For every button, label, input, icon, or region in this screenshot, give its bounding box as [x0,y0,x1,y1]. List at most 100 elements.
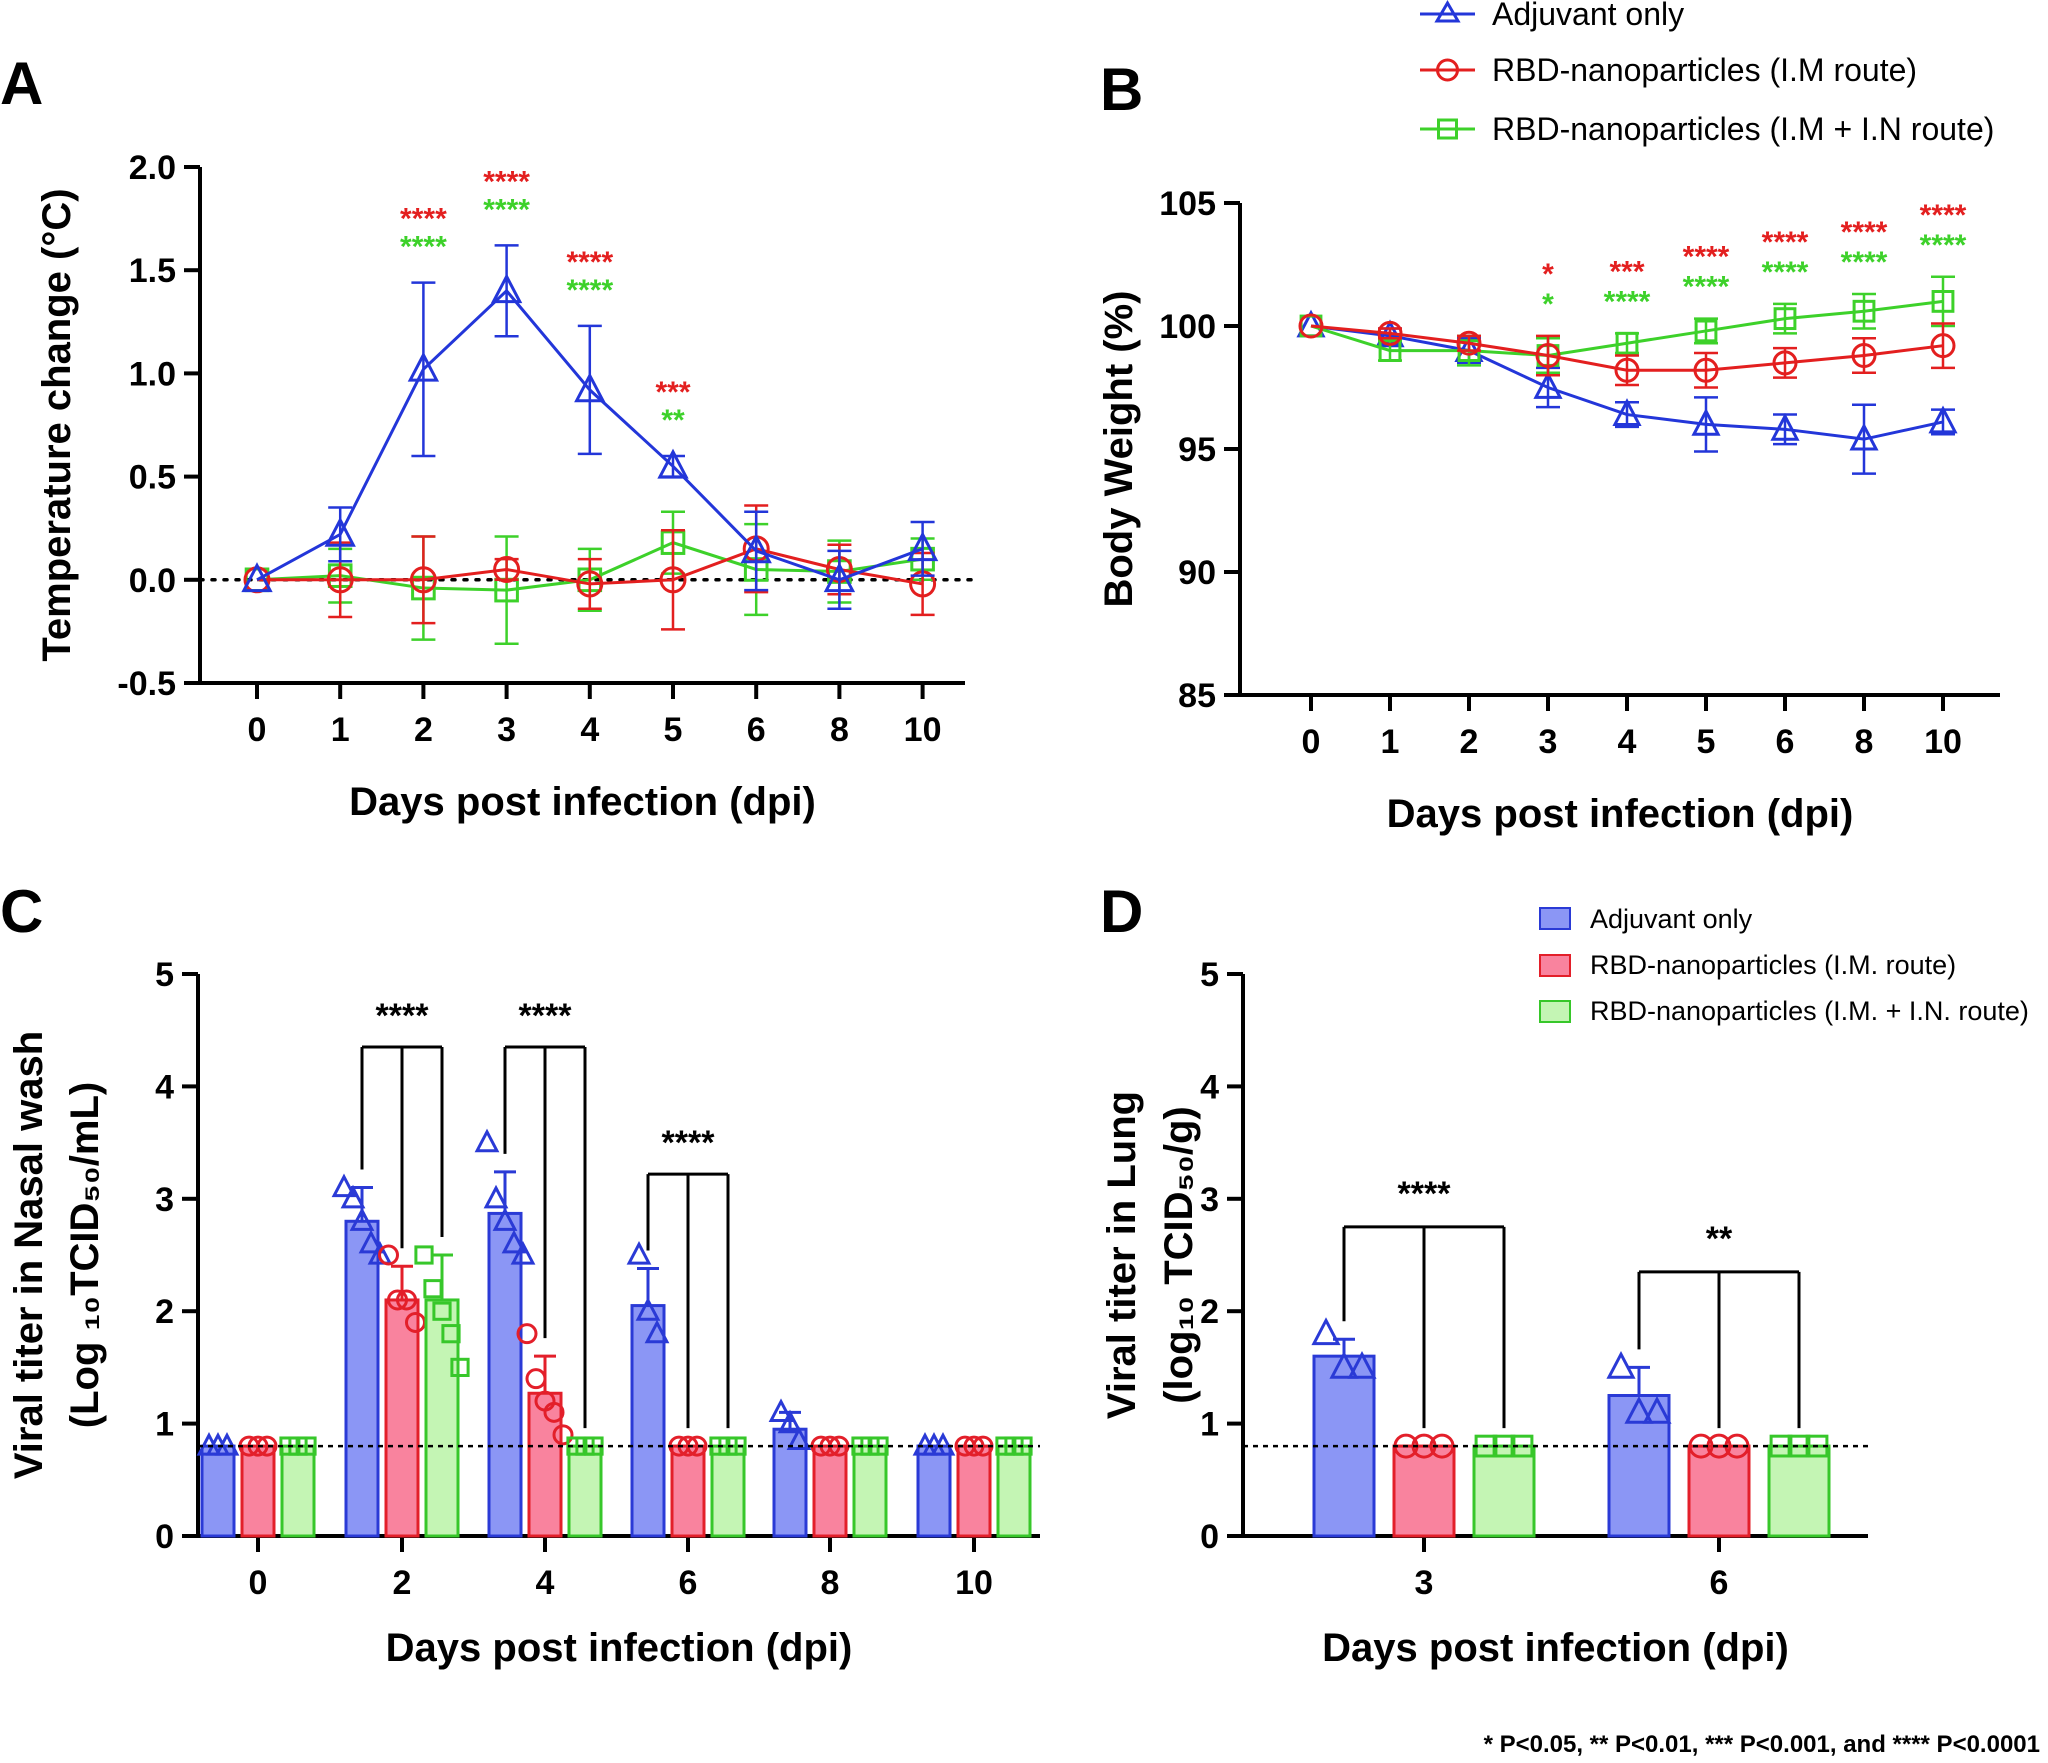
chart-b-x-tick-label: 10 [1924,723,1962,761]
chart-c-data-point-imin [414,1245,434,1265]
legend-d: Adjuvant only RBD-nanoparticles (I.M. ro… [1539,904,2029,1026]
panel-letter-c: C [0,878,43,945]
chart-b-x-tick-label: 0 [1302,723,1321,761]
chart-d-data-point-adjuvant [1642,1395,1672,1424]
chart-c-data-point-im [378,1244,399,1266]
chart-c-data-point-im [543,1401,565,1423]
chart-c-data-point-adjuvant [483,1184,509,1209]
chart-b-point-imin [1694,319,1718,343]
chart-c-data-point-adjuvant [367,1240,393,1265]
chart-a-point-adjuvant [574,372,606,403]
chart-c-data-point-adjuvant [635,1297,661,1321]
legend-top-im: RBD-nanoparticles (I.M route) [1420,52,1917,88]
chart-b-annotation-green: **** [1604,285,1651,318]
chart-d-data-point-im [1688,1433,1714,1459]
chart-c-data-point-adjuvant [768,1398,794,1422]
chart-b-point-imin [1931,290,1955,313]
chart-c-x-tick-label: 6 [679,1564,698,1602]
chart-a-point-adjuvant [740,533,772,564]
chart-d-y-tick-label: 0 [1200,1518,1219,1556]
chart-c-significance-label: **** [519,997,573,1035]
legend-circle-icon [1436,58,1459,82]
chart-b-point-adjuvant [1928,405,1958,434]
chart-c-bar-imin [567,1444,603,1538]
chart-b-point-im [1535,343,1561,369]
chart-b-x-axis-title: Days post infection (dpi) [1387,792,1854,836]
chart-b-y-tick-label: 95 [1178,431,1216,469]
chart-c-x-axis-title: Days post infection (dpi) [386,1626,853,1670]
chart-a-annotation-green: **** [483,193,530,226]
chart-c-data-point-im [525,1368,547,1390]
chart-d-bar-imin [1767,1444,1831,1538]
chart-b-point-im [1772,350,1798,376]
chart-a-x-tick-label: 5 [664,711,683,749]
chart-c-bar-im [812,1444,848,1538]
chart-c-y-axis-title-line1: Viral titer in Nasal wash [7,1031,51,1479]
chart-b-annotation-green: **** [1683,271,1730,304]
chart-c-significance-bracket: **** [360,997,444,1249]
chart-a-point-adjuvant [657,448,689,479]
chart-c-data-point-adjuvant [777,1409,803,1434]
chart-b-y-tick-label: 105 [1159,185,1216,223]
chart-b-x-tick-label: 4 [1618,723,1637,761]
chart-d-significance-bracket: **** [1342,1175,1506,1429]
chart-b-annotation-red: *** [1609,255,1644,288]
legend-top-adjuvant: Adjuvant only [1420,0,1684,32]
chart-d-x-tick-label: 6 [1710,1564,1729,1602]
chart-c-data-point-im [387,1289,408,1311]
legend-top-adjuvant-label: Adjuvant only [1492,0,1684,32]
chart-a-point-im [326,566,354,594]
chart-a-point-im [659,566,687,594]
chart-b-annotation-green: **** [1841,246,1888,279]
chart-c-bar-adjuvant [344,1219,380,1538]
chart-a-x-tick-label: 8 [830,711,849,749]
legend-d-im-swatch [1539,954,1571,977]
chart-a-temperature: -0.50.00.51.01.52.00 1 2 3 4 5 6 8 10******** ***… [35,149,977,824]
chart-c-data-point-im [516,1323,538,1345]
chart-a-annotation-green: **** [400,231,447,264]
chart-b-annotation-green: **** [1920,229,1967,262]
panel-letter-a: A [0,50,43,117]
chart-b-point-adjuvant [1612,398,1642,426]
chart-d-x-tick-label: 3 [1415,1564,1434,1602]
chart-c-significance-bracket: **** [646,1124,730,1429]
chart-d-y-tick-label: 3 [1200,1181,1219,1219]
chart-d-y-tick-label: 5 [1200,956,1219,994]
chart-b-annotation-green: * [1542,288,1554,321]
chart-a-annotation-green: **** [566,274,613,307]
chart-c-y-tick-label: 0 [155,1518,174,1556]
chart-c-bar-imin [996,1444,1032,1538]
chart-b-annotation-red: **** [1920,199,1967,232]
chart-c-data-point-adjuvant [214,1432,240,1456]
legend-square-icon [1437,118,1458,140]
chart-b-annotation-red: **** [1762,226,1809,259]
legend-d-im-label: RBD-nanoparticles (I.M. route) [1590,950,1956,980]
chart-b-y-tick-label: 100 [1159,308,1216,346]
chart-a-y-tick-label: -0.5 [117,665,176,703]
chart-c-data-point-im [396,1289,417,1311]
chart-d-data-point-adjuvant [1347,1350,1377,1379]
chart-b-point-adjuvant [1533,371,1563,399]
chart-b-point-im [1614,357,1640,383]
chart-b-point-imin [1378,339,1402,363]
chart-d-x-axis-title: Days post infection (dpi) [1322,1626,1789,1670]
chart-b-annotation-red: **** [1841,216,1888,249]
chart-a-point-adjuvant [324,516,356,547]
chart-c-data-point-adjuvant [501,1229,527,1254]
chart-a-y-axis-title: Temperature change (°C) [35,188,79,661]
chart-a-point-im [493,555,521,583]
chart-c-bar-im [240,1444,276,1538]
chart-c-data-point-imin [432,1301,452,1321]
chart-b-point-adjuvant [1849,422,1879,451]
chart-a-point-adjuvant [823,562,856,593]
chart-b-y-axis-title: Body Weight (%) [1097,290,1141,607]
chart-d-data-point-adjuvant [1606,1350,1636,1379]
chart-d-data-point-imin [1510,1434,1534,1458]
chart-b-annotation-red: **** [1683,241,1730,274]
chart-a-annotation-red: *** [655,376,690,409]
legend-top-imin: RBD-nanoparticles (I.M + I.N route) [1420,111,1994,147]
chart-b-y-tick-label: 90 [1178,554,1216,592]
chart-c-significance-label: **** [662,1124,716,1162]
